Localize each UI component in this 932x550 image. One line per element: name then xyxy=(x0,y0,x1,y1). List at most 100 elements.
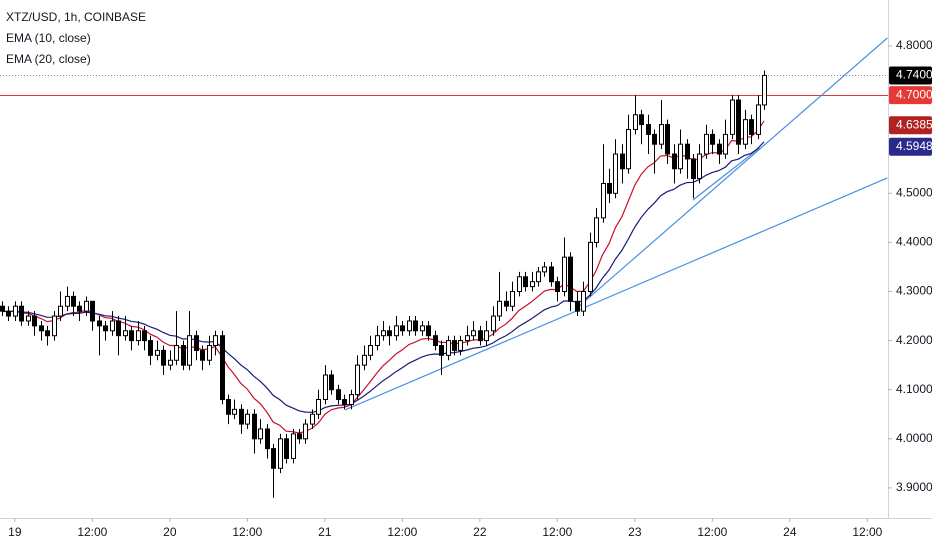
y-tick-label: 4.4000 xyxy=(896,235,932,249)
candle-body xyxy=(336,389,341,401)
candle-body xyxy=(601,182,606,219)
chart-title: XTZ/USD, 1h, COINBASE xyxy=(6,10,146,24)
candle-body xyxy=(291,433,296,459)
candle-body xyxy=(620,153,625,170)
candle-body xyxy=(407,320,412,332)
candle-body xyxy=(613,153,618,194)
y-tick-label: 4.2000 xyxy=(896,333,932,347)
candle-body xyxy=(239,408,244,425)
candle-body xyxy=(245,413,250,425)
candle-body xyxy=(530,281,535,288)
price-label-box xyxy=(889,66,932,85)
candle-body xyxy=(465,335,470,342)
candle-body xyxy=(394,325,399,337)
candle-body xyxy=(77,305,82,312)
candle-body xyxy=(413,320,418,332)
candle-body xyxy=(439,345,444,356)
candle-body xyxy=(142,330,147,342)
candle-body xyxy=(452,340,457,351)
candle-body xyxy=(743,119,748,145)
x-tick-label: 12:00 xyxy=(77,525,107,539)
candle-body xyxy=(65,295,70,307)
candle-body xyxy=(226,399,231,415)
candle-body xyxy=(575,300,580,312)
price-label: 4.7400 xyxy=(896,68,932,82)
candle-body xyxy=(116,320,121,337)
candle-body xyxy=(103,325,108,332)
y-tick-label: 3.9000 xyxy=(896,480,932,494)
candle-body xyxy=(71,295,76,307)
y-tick-label: 4.1000 xyxy=(896,382,932,396)
legend-entry: EMA (10, close) xyxy=(6,31,91,45)
price-label: 4.6385 xyxy=(896,117,932,131)
candle-body xyxy=(129,330,134,342)
x-tick-label: 12:00 xyxy=(852,525,882,539)
candle-body xyxy=(220,335,225,401)
candle-body xyxy=(717,143,722,155)
candle-body xyxy=(685,143,690,160)
candle-body xyxy=(200,349,205,361)
candle-body xyxy=(161,349,166,366)
candle-body xyxy=(32,315,37,327)
candle-body xyxy=(123,330,128,337)
candle-body xyxy=(194,335,199,351)
candle-body xyxy=(187,335,192,366)
x-tick-label: 12:00 xyxy=(697,525,727,539)
candle-body xyxy=(762,74,767,106)
candle-body xyxy=(523,276,528,288)
candle-body xyxy=(155,349,160,356)
candle-body xyxy=(697,153,702,180)
candle-body xyxy=(588,241,593,293)
candle-body xyxy=(626,128,631,170)
candle-body xyxy=(665,124,670,155)
trendline xyxy=(692,147,760,201)
candle-body xyxy=(362,354,367,366)
candle-body xyxy=(174,345,179,361)
x-tick-label: 12:00 xyxy=(232,525,262,539)
y-tick-label: 4.5000 xyxy=(896,185,932,199)
candle-body xyxy=(52,315,57,337)
candle-body xyxy=(13,305,18,317)
candle-body xyxy=(90,300,95,322)
candle-body xyxy=(704,133,709,155)
candle-body xyxy=(652,133,657,145)
x-tick-label: 12:00 xyxy=(542,525,572,539)
candle-body xyxy=(45,330,50,337)
candle-body xyxy=(97,320,102,327)
candle-body xyxy=(375,335,380,347)
candle-body xyxy=(446,340,451,356)
candle-body xyxy=(6,310,11,317)
candle-body xyxy=(110,320,115,332)
candle-body xyxy=(484,330,489,342)
x-tick-label: 21 xyxy=(318,525,332,539)
candle-body xyxy=(420,325,425,332)
y-tick-label: 4.8000 xyxy=(896,38,932,52)
candle-body xyxy=(297,433,302,440)
candle-body xyxy=(542,266,547,273)
candle-body xyxy=(710,133,715,145)
candle-body xyxy=(316,399,321,415)
price-label-box xyxy=(889,137,932,156)
candle-body xyxy=(148,340,153,356)
candle-body xyxy=(39,325,44,332)
x-tick-label: 12:00 xyxy=(387,525,417,539)
candle-body xyxy=(504,300,509,307)
ema-line xyxy=(1,141,765,413)
candle-body xyxy=(433,335,438,347)
candle-body xyxy=(478,330,483,342)
candle-body xyxy=(181,345,186,366)
price-label-box xyxy=(889,86,932,105)
candle-body xyxy=(723,133,728,155)
candle-body xyxy=(355,364,360,396)
x-tick-label: 19 xyxy=(8,525,22,539)
candle-body xyxy=(168,359,173,366)
candle-body xyxy=(381,330,386,337)
candle-body xyxy=(136,330,141,342)
candle-body xyxy=(691,158,696,180)
candle-body xyxy=(387,330,392,337)
candle-body xyxy=(581,291,586,312)
candle-body xyxy=(562,256,567,293)
candle-body xyxy=(510,291,515,307)
candle-body xyxy=(497,300,502,317)
